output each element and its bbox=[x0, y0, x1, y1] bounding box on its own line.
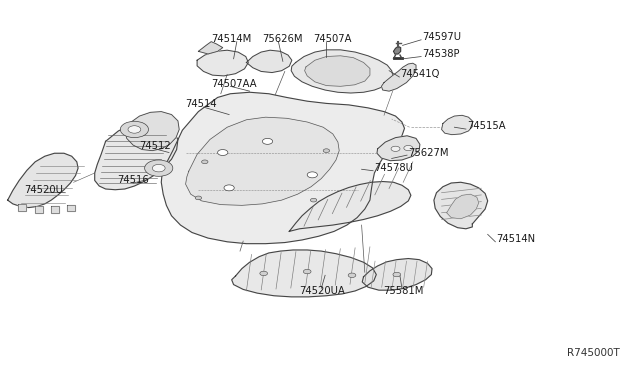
Text: 74512: 74512 bbox=[140, 141, 172, 151]
Text: 74515A: 74515A bbox=[467, 122, 506, 131]
Circle shape bbox=[152, 164, 165, 172]
Polygon shape bbox=[186, 117, 339, 205]
Polygon shape bbox=[197, 50, 248, 76]
Polygon shape bbox=[434, 182, 488, 229]
Text: 74516: 74516 bbox=[117, 175, 149, 185]
Circle shape bbox=[202, 160, 208, 164]
Polygon shape bbox=[377, 136, 420, 161]
Text: 74538P: 74538P bbox=[422, 49, 460, 59]
Text: 74514N: 74514N bbox=[497, 234, 536, 244]
Polygon shape bbox=[95, 122, 178, 190]
Circle shape bbox=[218, 150, 228, 155]
Text: 74507A: 74507A bbox=[314, 34, 352, 44]
Text: 75581M: 75581M bbox=[383, 286, 423, 296]
Circle shape bbox=[310, 198, 317, 202]
Circle shape bbox=[145, 160, 173, 176]
Text: 74541Q: 74541Q bbox=[400, 70, 440, 79]
Circle shape bbox=[195, 196, 202, 200]
Text: 74520U: 74520U bbox=[24, 185, 63, 195]
Text: R745000T: R745000T bbox=[567, 348, 620, 358]
Polygon shape bbox=[381, 63, 416, 91]
Polygon shape bbox=[442, 115, 472, 135]
Polygon shape bbox=[289, 182, 411, 231]
Polygon shape bbox=[18, 204, 26, 211]
Text: 75627M: 75627M bbox=[408, 148, 449, 157]
Circle shape bbox=[120, 121, 148, 138]
Circle shape bbox=[303, 269, 311, 274]
Polygon shape bbox=[35, 206, 43, 213]
Circle shape bbox=[323, 149, 330, 153]
Polygon shape bbox=[291, 50, 393, 93]
Polygon shape bbox=[305, 56, 370, 86]
Text: 74514: 74514 bbox=[186, 99, 217, 109]
Circle shape bbox=[391, 146, 400, 151]
Circle shape bbox=[262, 138, 273, 144]
Polygon shape bbox=[125, 112, 179, 151]
Circle shape bbox=[348, 273, 356, 278]
Circle shape bbox=[128, 126, 141, 133]
Circle shape bbox=[260, 271, 268, 276]
Text: 74578U: 74578U bbox=[374, 163, 413, 173]
Polygon shape bbox=[246, 50, 292, 73]
Polygon shape bbox=[447, 194, 479, 219]
Polygon shape bbox=[232, 250, 376, 297]
Polygon shape bbox=[362, 259, 432, 290]
Polygon shape bbox=[67, 205, 75, 211]
Polygon shape bbox=[198, 42, 223, 54]
Text: 74520UA: 74520UA bbox=[300, 286, 346, 296]
Polygon shape bbox=[394, 46, 401, 54]
Text: 75626M: 75626M bbox=[262, 34, 303, 44]
Circle shape bbox=[224, 185, 234, 191]
Text: 74597U: 74597U bbox=[422, 32, 461, 42]
Circle shape bbox=[393, 272, 401, 277]
Polygon shape bbox=[8, 153, 78, 208]
Circle shape bbox=[404, 145, 413, 151]
Text: 74514M: 74514M bbox=[211, 34, 252, 44]
Polygon shape bbox=[161, 92, 404, 244]
Text: 74507AA: 74507AA bbox=[211, 79, 257, 89]
Polygon shape bbox=[51, 206, 59, 213]
Circle shape bbox=[307, 172, 317, 178]
